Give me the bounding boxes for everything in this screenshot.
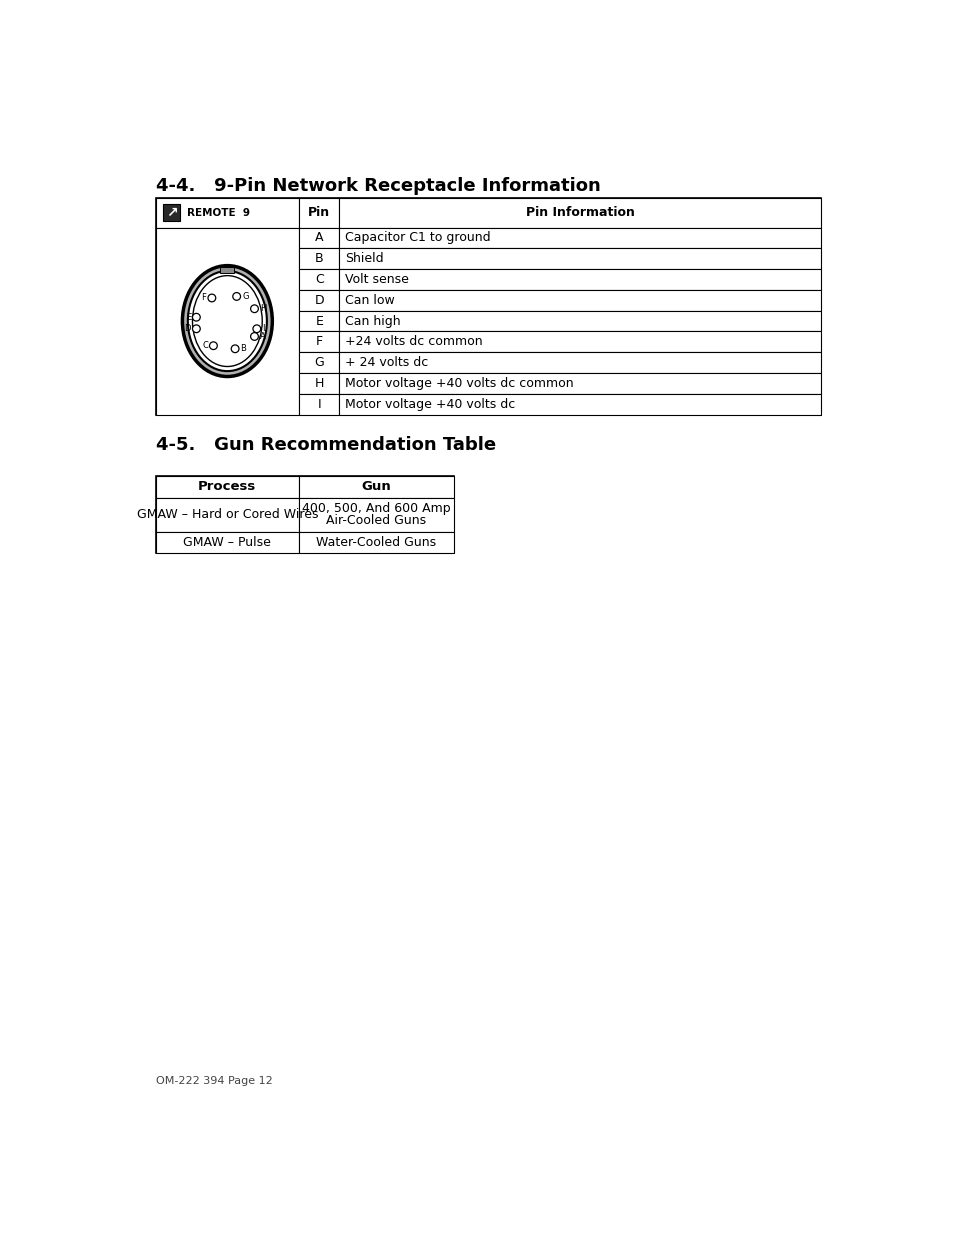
Bar bbox=[298, 227, 339, 248]
Circle shape bbox=[193, 325, 200, 332]
Text: + 24 volts dc: + 24 volts dc bbox=[344, 356, 428, 369]
Circle shape bbox=[233, 293, 240, 300]
Text: GMAW – Hard or Cored Wires: GMAW – Hard or Cored Wires bbox=[136, 509, 317, 521]
Bar bbox=[339, 269, 820, 290]
Bar bbox=[298, 269, 339, 290]
Text: Shield: Shield bbox=[344, 252, 383, 266]
Text: Process: Process bbox=[198, 480, 256, 494]
Text: +24 volts dc common: +24 volts dc common bbox=[344, 336, 482, 348]
Bar bbox=[298, 477, 454, 498]
Text: Can high: Can high bbox=[344, 315, 400, 327]
Text: Capacitor C1 to ground: Capacitor C1 to ground bbox=[344, 231, 490, 245]
Circle shape bbox=[193, 314, 200, 321]
Text: GMAW – Pulse: GMAW – Pulse bbox=[183, 536, 271, 548]
Text: I: I bbox=[262, 325, 265, 333]
Text: Motor voltage +40 volts dc common: Motor voltage +40 volts dc common bbox=[344, 377, 573, 390]
Bar bbox=[298, 352, 339, 373]
Text: 4-5.   Gun Recommendation Table: 4-5. Gun Recommendation Table bbox=[155, 436, 496, 454]
Ellipse shape bbox=[193, 275, 262, 367]
Ellipse shape bbox=[182, 266, 272, 377]
Circle shape bbox=[210, 342, 217, 350]
Text: A: A bbox=[259, 332, 265, 341]
Bar bbox=[298, 199, 339, 227]
Bar bbox=[155, 531, 298, 553]
Bar bbox=[339, 290, 820, 311]
Circle shape bbox=[208, 294, 215, 301]
Text: H: H bbox=[259, 304, 266, 314]
Text: G: G bbox=[314, 356, 324, 369]
Bar bbox=[298, 394, 339, 415]
Bar bbox=[155, 477, 298, 498]
Bar bbox=[339, 311, 820, 331]
Text: ↗: ↗ bbox=[166, 206, 177, 220]
Text: Volt sense: Volt sense bbox=[344, 273, 408, 287]
Text: 4-4.   9-Pin Network Receptacle Information: 4-4. 9-Pin Network Receptacle Informatio… bbox=[155, 178, 599, 195]
Ellipse shape bbox=[188, 270, 267, 370]
Text: D: D bbox=[184, 325, 191, 333]
Bar bbox=[339, 248, 820, 269]
Bar bbox=[339, 352, 820, 373]
Bar bbox=[155, 498, 298, 531]
Text: OM-222 394 Page 12: OM-222 394 Page 12 bbox=[155, 1076, 273, 1086]
Bar bbox=[339, 373, 820, 394]
Bar bbox=[155, 227, 298, 415]
Text: B: B bbox=[240, 345, 246, 353]
Text: E: E bbox=[186, 312, 191, 321]
Circle shape bbox=[251, 332, 258, 341]
Circle shape bbox=[251, 305, 258, 312]
Bar bbox=[298, 311, 339, 331]
Text: Air-Cooled Guns: Air-Cooled Guns bbox=[326, 515, 426, 527]
Text: 400, 500, And 600 Amp: 400, 500, And 600 Amp bbox=[302, 503, 451, 515]
Bar bbox=[298, 331, 339, 352]
Bar bbox=[155, 199, 298, 227]
Text: Water-Cooled Guns: Water-Cooled Guns bbox=[316, 536, 436, 548]
Text: Pin: Pin bbox=[308, 206, 330, 220]
Bar bbox=[155, 199, 820, 415]
Bar bbox=[339, 331, 820, 352]
Bar bbox=[339, 227, 820, 248]
Bar bbox=[339, 394, 820, 415]
Text: B: B bbox=[314, 252, 323, 266]
Bar bbox=[298, 248, 339, 269]
Text: REMOTE  9: REMOTE 9 bbox=[187, 207, 250, 217]
Bar bbox=[163, 205, 180, 221]
Bar bbox=[298, 531, 454, 553]
Text: G: G bbox=[242, 291, 249, 301]
Circle shape bbox=[253, 325, 260, 332]
Text: C: C bbox=[202, 341, 208, 351]
Text: E: E bbox=[314, 315, 323, 327]
Bar bbox=[298, 498, 454, 531]
Bar bbox=[298, 290, 339, 311]
Text: A: A bbox=[314, 231, 323, 245]
Bar bbox=[220, 267, 234, 273]
Bar bbox=[155, 477, 454, 553]
Text: Can low: Can low bbox=[344, 294, 395, 306]
Text: D: D bbox=[314, 294, 324, 306]
Text: C: C bbox=[314, 273, 323, 287]
Text: Pin Information: Pin Information bbox=[525, 206, 634, 220]
Bar bbox=[298, 373, 339, 394]
Text: F: F bbox=[201, 294, 206, 303]
Text: H: H bbox=[314, 377, 324, 390]
Bar bbox=[339, 199, 820, 227]
Circle shape bbox=[231, 345, 239, 353]
Text: F: F bbox=[315, 336, 322, 348]
Text: Gun: Gun bbox=[361, 480, 391, 494]
Text: Motor voltage +40 volts dc: Motor voltage +40 volts dc bbox=[344, 398, 515, 411]
Text: I: I bbox=[317, 398, 320, 411]
